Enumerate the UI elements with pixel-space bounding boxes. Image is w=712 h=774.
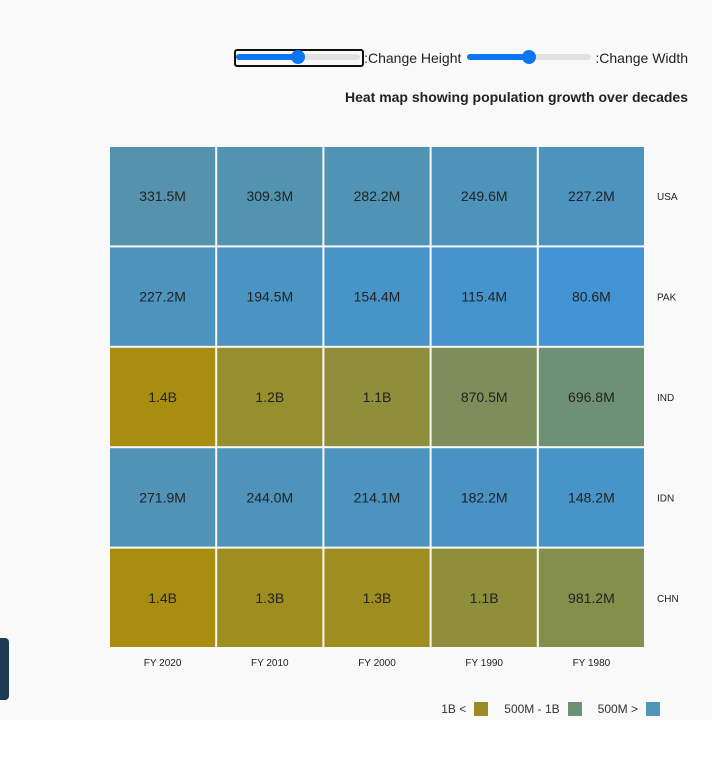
heatmap-cell — [431, 347, 537, 447]
heatmap-cell — [538, 247, 644, 346]
heatmap-cell — [324, 347, 430, 447]
cell-label: 870.5M — [461, 389, 508, 405]
cell-label: 309.3M — [246, 188, 293, 204]
x-tick-label: FY 1990 — [465, 658, 503, 669]
cell-label: 194.5M — [246, 289, 293, 305]
cell-label: 148.2M — [568, 489, 615, 505]
cell-label: 331.5M — [139, 188, 186, 204]
legend-label-mid: 500M - 1B — [504, 702, 560, 716]
cell-label: 271.9M — [139, 489, 186, 505]
heatmap-cell — [538, 147, 644, 246]
heatmap-cell — [538, 548, 644, 647]
height-slider[interactable] — [234, 48, 365, 68]
heatmap-cell — [110, 247, 216, 346]
cell-label: 80.6M — [572, 289, 611, 305]
cell-label: 115.4M — [461, 289, 507, 305]
cell-label: 981.2M — [568, 590, 615, 606]
chart-panel: :Change Height :Change Width Heat map sh… — [0, 48, 688, 717]
heatmap-cell — [324, 448, 430, 547]
heatmap-cell — [110, 347, 216, 447]
cell-label: 244.0M — [246, 489, 293, 505]
height-slider-fill — [236, 54, 299, 60]
y-tick-label: PAK — [657, 293, 677, 304]
heatmap-cell — [110, 147, 216, 246]
legend-swatch-high — [474, 702, 489, 716]
heatmap-cell — [217, 548, 323, 647]
y-tick-label: USA — [657, 192, 678, 203]
heatmap-cell — [431, 548, 537, 647]
chart-title: Heat map showing population growth over … — [344, 89, 688, 105]
cell-label: 182.2M — [461, 489, 508, 505]
heatmap-cell — [324, 247, 430, 346]
cell-label: 696.8M — [568, 389, 615, 405]
heatmap-cell — [324, 147, 430, 246]
heatmap-cell — [110, 448, 216, 547]
cell-label: 1.3B — [255, 590, 284, 606]
y-tick-label: CHN — [657, 594, 679, 605]
legend-label-low: 500M > — [597, 702, 638, 716]
cell-label: 1.3B — [363, 590, 392, 606]
width-slider-fill — [467, 54, 530, 60]
cell-label: 249.6M — [461, 188, 508, 204]
legend: 1B < 500M - 1B 500M > — [425, 701, 660, 717]
height-slider-thumb[interactable] — [291, 50, 306, 64]
legend-item-mid: 500M - 1B — [504, 702, 582, 716]
heatmap-cell — [538, 448, 644, 547]
cell-label: 1.4B — [148, 389, 177, 405]
cell-label: 1.4B — [148, 590, 177, 606]
x-tick-label: FY 2020 — [144, 658, 182, 669]
cell-label: 214.1M — [354, 489, 401, 505]
heatmap-cell — [110, 548, 216, 647]
x-tick-label: FY 2010 — [251, 658, 289, 669]
cell-label: 154.4M — [354, 289, 401, 305]
y-tick-label: IDN — [657, 493, 674, 504]
cell-label: 282.2M — [354, 188, 401, 204]
cell-label: 1.1B — [363, 389, 392, 405]
width-slider-thumb[interactable] — [522, 50, 537, 64]
heatmap-cell — [538, 347, 644, 447]
cell-label: 227.2M — [568, 188, 615, 204]
legend-item-high: 1B < — [441, 702, 489, 716]
heatmap-chart: 331.5M 309.3M 282.2M 249.6M 227.2M USA 227.2M 1… — [110, 147, 679, 669]
heatmap-cell — [431, 247, 537, 346]
change-height-label: :Change Height — [364, 50, 462, 66]
heatmap-cell — [431, 448, 537, 547]
heatmap-cell — [217, 448, 323, 547]
x-tick-label: FY 1980 — [573, 658, 611, 669]
cell-label: 227.2M — [139, 289, 186, 305]
cell-label: 1.1B — [470, 590, 499, 606]
x-tick-label: FY 2000 — [358, 658, 396, 669]
legend-swatch-mid — [567, 702, 582, 716]
heatmap-cell — [431, 147, 537, 246]
y-tick-label: IND — [657, 393, 674, 404]
legend-swatch-low — [646, 702, 660, 716]
cell-label: 1.2B — [255, 389, 284, 405]
heatmap-cell — [217, 247, 323, 346]
side-panel-tab[interactable] — [0, 638, 9, 700]
legend-item-low: 500M > — [598, 702, 660, 716]
change-width-label: :Change Width — [595, 50, 688, 66]
legend-label-high: 1B < — [441, 702, 467, 716]
heatmap-cell — [217, 347, 323, 447]
slider-controls: :Change Height :Change Width — [234, 48, 688, 68]
heatmap-cell — [217, 147, 323, 246]
width-slider[interactable] — [465, 48, 593, 68]
heatmap-cell — [324, 548, 430, 647]
